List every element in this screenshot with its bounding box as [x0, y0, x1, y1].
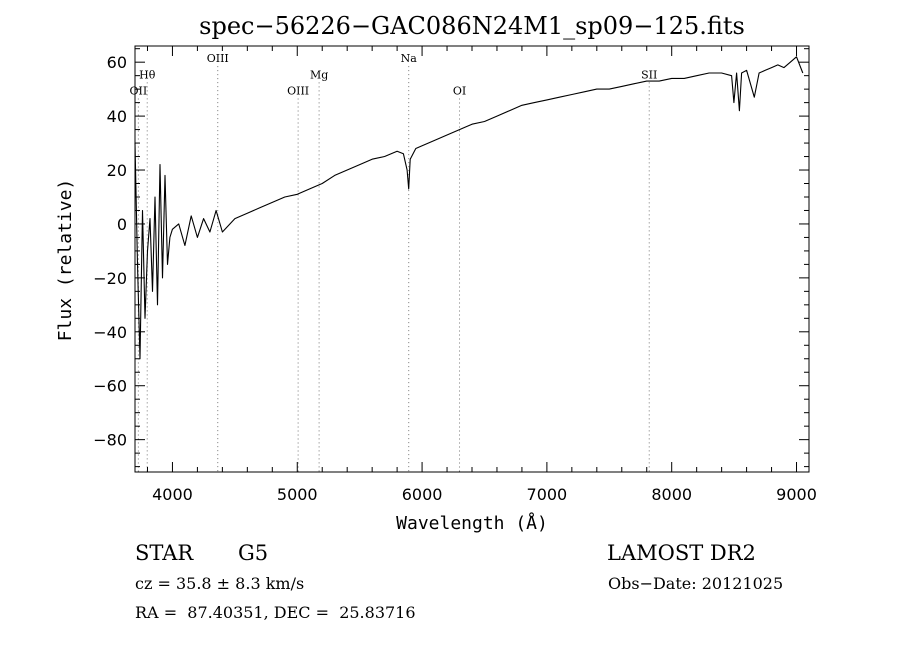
- chart-title: spec−56226−GAC086N24M1_sp09−125.fits: [199, 12, 745, 40]
- obs-date: Obs−Date: 20121025: [608, 574, 784, 593]
- y-tick-label-6: 40: [107, 107, 127, 126]
- y-tick-label-3: −20: [93, 269, 127, 288]
- series-line-0: [134, 56, 804, 360]
- coordinates: RA = 87.40351, DEC = 25.83716: [135, 603, 416, 622]
- x-axis-label: Wavelength (Å): [396, 512, 548, 534]
- survey-name: LAMOST DR2: [607, 541, 756, 565]
- line-mark-label-5: Na: [401, 52, 418, 65]
- line-mark-label-1: Hθ: [139, 68, 156, 81]
- y-tick-label-1: −60: [93, 377, 127, 396]
- line-mark-label-6: OI: [453, 85, 466, 98]
- plot-frame: [134, 45, 810, 473]
- spectrum-series: [134, 56, 804, 360]
- x-tick-label-4: 8000: [651, 485, 692, 504]
- x-tick-label-5: 9000: [776, 485, 817, 504]
- object-class: STAR: [135, 541, 194, 565]
- line-mark-label-2: OIII: [207, 52, 229, 65]
- line-mark-label-3: OIII: [287, 85, 309, 98]
- axes: 4000 5000 6000 7000 8000 9000 −80 −60 −40 −20 0 20 4…: [93, 46, 817, 504]
- y-tick-label-7: 60: [107, 53, 127, 72]
- line-mark-label-7: SII: [641, 68, 657, 81]
- y-tick-label-2: −40: [93, 323, 127, 342]
- x-tick-label-3: 7000: [527, 485, 568, 504]
- object-subclass: G5: [238, 541, 269, 565]
- y-axis-label: Flux (relative): [55, 179, 76, 342]
- y-tick-label-5: 20: [107, 161, 127, 180]
- redshift-text: cz = 35.8 ± 8.3 km/s: [135, 574, 305, 593]
- line-mark-label-4: Mg: [310, 68, 328, 81]
- y-tick-label-0: −80: [93, 431, 127, 450]
- x-tick-label-1: 5000: [277, 485, 318, 504]
- line-mark-label-0: OII: [130, 85, 148, 98]
- y-tick-label-4: 0: [117, 215, 127, 234]
- x-tick-label-0: 4000: [152, 485, 193, 504]
- x-tick-label-2: 6000: [402, 485, 443, 504]
